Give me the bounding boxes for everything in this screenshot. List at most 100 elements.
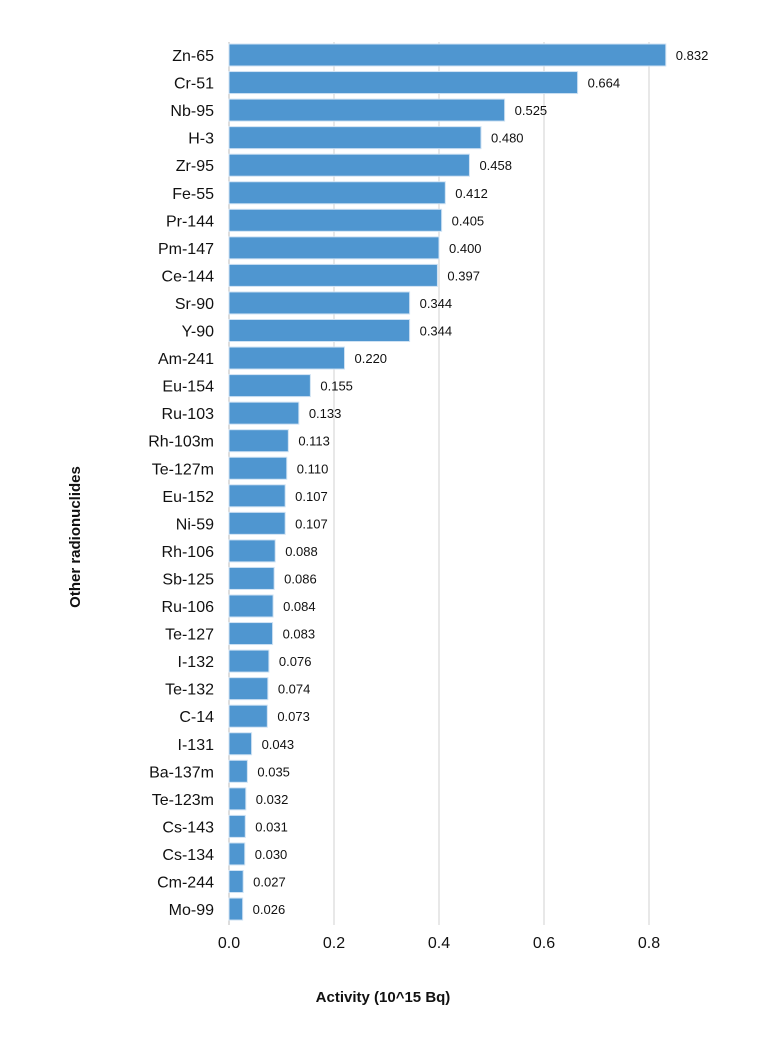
category-label: Mo-99 <box>169 902 214 919</box>
bar <box>228 511 286 535</box>
data-label: 0.832 <box>676 48 709 63</box>
data-label: 0.076 <box>279 654 312 669</box>
data-label: 0.084 <box>283 599 316 614</box>
bar <box>228 263 438 287</box>
data-label: 0.664 <box>588 76 621 91</box>
category-label: Cs-134 <box>162 847 214 864</box>
bar <box>228 126 482 150</box>
category-label: Sr-90 <box>175 296 214 313</box>
category-label: Te-123m <box>152 792 214 809</box>
data-label: 0.027 <box>253 875 286 890</box>
bar <box>228 484 286 508</box>
data-label: 0.086 <box>284 571 317 586</box>
data-label: 0.133 <box>309 406 342 421</box>
bar <box>228 594 274 618</box>
y-axis-title: Other radionuclides <box>67 466 84 608</box>
category-label: Ru-106 <box>162 599 215 616</box>
bar <box>228 814 246 838</box>
category-label: Pm-147 <box>158 241 214 258</box>
category-label: Ba-137m <box>149 764 214 781</box>
category-label: Fe-55 <box>172 186 214 203</box>
bar <box>228 787 247 811</box>
bar <box>228 897 244 921</box>
category-label: Rh-103m <box>148 434 214 451</box>
category-label: Cr-51 <box>174 76 214 93</box>
data-label: 0.073 <box>277 709 310 724</box>
bar <box>228 346 345 370</box>
data-label: 0.031 <box>255 819 288 834</box>
category-label: C-14 <box>179 709 214 726</box>
data-label: 0.088 <box>285 544 318 559</box>
category-label: Te-127m <box>152 461 214 478</box>
data-label: 0.074 <box>278 682 311 697</box>
data-label: 0.405 <box>452 213 485 228</box>
category-label: Rh-106 <box>162 544 215 561</box>
bar <box>228 842 246 866</box>
x-axis-title: Activity (10^15 Bq) <box>316 989 451 1006</box>
bar <box>228 704 268 728</box>
bar <box>228 456 288 480</box>
data-label: 0.412 <box>455 186 488 201</box>
bar <box>228 759 248 783</box>
bar <box>228 153 470 177</box>
data-label: 0.458 <box>479 158 512 173</box>
data-label: 0.400 <box>449 241 482 256</box>
data-label: 0.032 <box>256 792 289 807</box>
data-label: 0.113 <box>298 434 330 449</box>
data-labels: 0.832 0.664 0.525 0.480 0.458 0.412 0.405 0.400… <box>253 48 709 917</box>
category-label: Ce-144 <box>162 268 215 285</box>
bar <box>228 236 440 260</box>
category-label: I-131 <box>178 737 215 754</box>
bar <box>228 208 443 232</box>
bar <box>228 291 411 315</box>
bar <box>228 401 300 425</box>
category-label: H-3 <box>188 131 214 148</box>
bar <box>228 622 274 646</box>
data-label: 0.344 <box>420 296 453 311</box>
bar <box>228 677 269 701</box>
bar <box>228 374 311 398</box>
category-label: Nb-95 <box>170 103 214 120</box>
data-label: 0.480 <box>491 131 524 146</box>
data-label: 0.030 <box>255 847 288 862</box>
category-label: Pr-144 <box>166 213 214 230</box>
bar <box>228 43 667 67</box>
bar <box>228 649 270 673</box>
data-label: 0.107 <box>295 489 328 504</box>
x-tick-label: 0.6 <box>533 935 555 952</box>
category-label: Eu-154 <box>162 379 214 396</box>
category-label: Am-241 <box>158 351 214 368</box>
category-label: Ni-59 <box>176 516 214 533</box>
category-label: Te-127 <box>165 627 214 644</box>
x-tick-label: 0.0 <box>218 935 240 952</box>
data-label: 0.107 <box>295 516 328 531</box>
category-label: Eu-152 <box>162 489 214 506</box>
bar <box>228 98 506 122</box>
x-tick-label: 0.4 <box>428 935 450 952</box>
data-label: 0.035 <box>257 764 290 779</box>
data-label: 0.043 <box>262 737 295 752</box>
bar <box>228 566 275 590</box>
data-label: 0.525 <box>515 103 548 118</box>
bar <box>228 181 446 205</box>
data-label: 0.344 <box>420 324 453 339</box>
data-label: 0.026 <box>253 902 286 917</box>
category-label: Zr-95 <box>176 158 214 175</box>
category-label: Sb-125 <box>162 571 214 588</box>
category-label: I-132 <box>178 654 215 671</box>
category-labels: Zn-65 Cr-51 Nb-95 H-3 Zr-95 Fe-55 Pr-144 Pm-147… <box>148 48 214 919</box>
bar <box>228 429 289 453</box>
data-label: 0.155 <box>320 379 353 394</box>
category-label: Te-132 <box>165 682 214 699</box>
bar <box>228 71 579 95</box>
category-label: Cs-143 <box>162 819 214 836</box>
category-label: Zn-65 <box>172 48 214 65</box>
data-label: 0.397 <box>447 268 480 283</box>
bar <box>228 319 411 342</box>
data-label: 0.110 <box>297 461 329 476</box>
data-label: 0.220 <box>355 351 388 366</box>
bar <box>228 539 276 563</box>
bar <box>228 732 253 756</box>
data-label: 0.083 <box>283 627 316 642</box>
